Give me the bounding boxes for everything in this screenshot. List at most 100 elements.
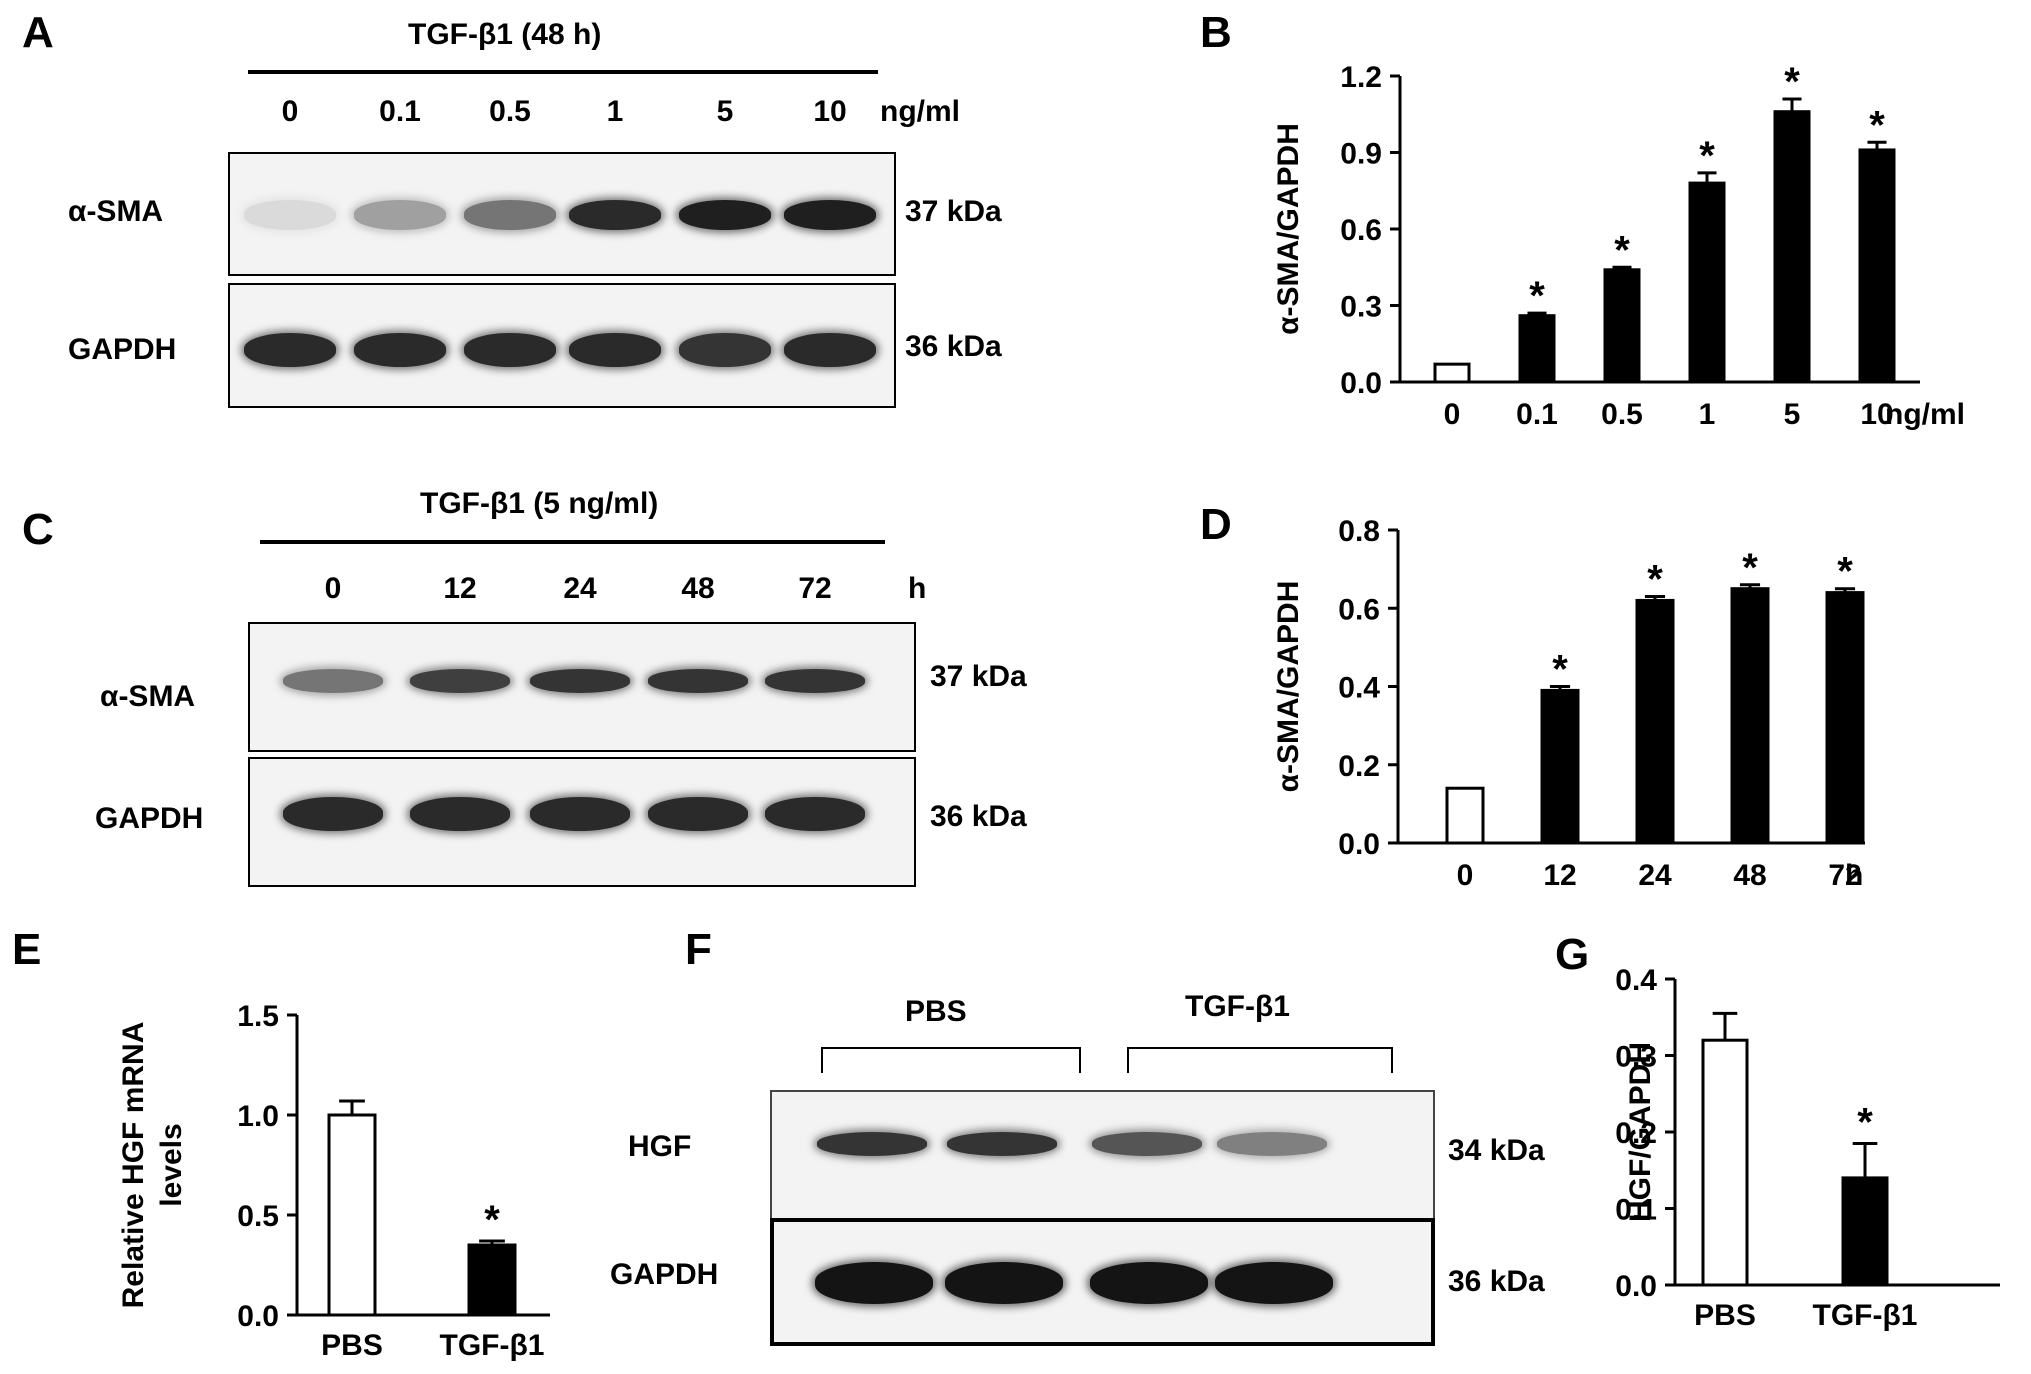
blot-band bbox=[947, 1132, 1057, 1156]
panel-a-gapdh-blot bbox=[228, 283, 896, 408]
x-category-label: 1 bbox=[1699, 398, 1716, 431]
panel-c-treatment-label: TGF-β1 (5 ng/ml) bbox=[420, 487, 659, 520]
panel-f-row2-size: 36 kDa bbox=[1448, 1265, 1545, 1298]
panel-letter-f: F bbox=[685, 925, 712, 974]
panel-f-gapdh-blot bbox=[770, 1218, 1435, 1346]
lane-label: 0 bbox=[281, 95, 299, 128]
x-unit-label: h bbox=[1845, 859, 1863, 892]
y-axis-label: Relative HGF mRNA levels bbox=[117, 1022, 188, 1309]
y-tick-label: 1.2 bbox=[1340, 61, 1382, 94]
x-category-label: PBS bbox=[1694, 1299, 1756, 1332]
blot-band bbox=[244, 200, 336, 230]
blot-band bbox=[464, 200, 556, 230]
panel-a-treatment-label: TGF-β1 (48 h) bbox=[408, 18, 602, 51]
significance-star: * bbox=[1614, 228, 1630, 272]
panel-letter-e: E bbox=[12, 925, 42, 974]
bar bbox=[1701, 1038, 1749, 1287]
bracket-pbs bbox=[821, 1047, 1081, 1073]
blot-band bbox=[530, 797, 630, 831]
panel-a-unit: ng/ml bbox=[880, 95, 960, 128]
x-category-label: TGF-β1 bbox=[440, 1329, 545, 1362]
y-tick-label: 1.5 bbox=[237, 1000, 279, 1033]
y-tick-label: 0.2 bbox=[1615, 1117, 1657, 1150]
y-tick-label: 0.3 bbox=[1615, 1041, 1657, 1074]
blot-band bbox=[1090, 1262, 1208, 1304]
significance-star: * bbox=[1837, 550, 1853, 594]
y-axis-label: α-SMA/GAPDH bbox=[1272, 123, 1305, 335]
blot-band bbox=[410, 669, 510, 693]
panel-a-treatment-bar bbox=[248, 70, 878, 74]
blot-band bbox=[1215, 1262, 1333, 1304]
x-category-label: 5 bbox=[1784, 398, 1801, 431]
panel-d-chart: 0.0 0.2 0.4 0.6 0.8 α-SMA/GAPDH 0 * 12 * 24 * 48 * 72h bbox=[1272, 515, 1865, 892]
significance-star: * bbox=[1647, 558, 1663, 602]
blot-band bbox=[1092, 1132, 1202, 1156]
y-tick-label: 0.5 bbox=[237, 1200, 279, 1233]
panel-c-row2-size: 36 kDa bbox=[930, 800, 1027, 833]
panel-letter-g: G bbox=[1555, 930, 1590, 979]
y-axis-label-line: levels bbox=[155, 1123, 188, 1206]
lane-label: 24 bbox=[563, 572, 597, 605]
blot-band bbox=[648, 669, 748, 693]
significance-star: * bbox=[1869, 103, 1885, 147]
y-tick-label: 0.4 bbox=[1338, 672, 1380, 705]
y-tick-label: 0.9 bbox=[1340, 138, 1382, 171]
y-axis-label: α-SMA/GAPDH bbox=[1272, 581, 1305, 793]
panel-f-row1-label: HGF bbox=[628, 1130, 692, 1163]
y-tick-label: 0.6 bbox=[1340, 214, 1382, 247]
panel-c-row2-label: GAPDH bbox=[95, 802, 204, 835]
blot-band bbox=[784, 333, 876, 367]
panel-letter-d: D bbox=[1200, 500, 1232, 549]
panel-c-gapdh-blot bbox=[248, 757, 916, 887]
x-category-label: 24 bbox=[1638, 859, 1672, 892]
bar bbox=[1445, 786, 1485, 845]
bar bbox=[327, 1113, 377, 1317]
bar bbox=[1841, 1176, 1889, 1287]
bar bbox=[1603, 268, 1641, 384]
x-category-label: 0 bbox=[1444, 398, 1461, 431]
blot-band bbox=[679, 200, 771, 230]
blot-band bbox=[784, 200, 876, 230]
y-axis-label-line: Relative HGF mRNA bbox=[117, 1022, 150, 1309]
y-tick-label: 0.3 bbox=[1340, 291, 1382, 324]
significance-star: * bbox=[1699, 134, 1715, 178]
significance-star: * bbox=[484, 1198, 500, 1242]
significance-star: * bbox=[1784, 60, 1800, 104]
panel-a-row1-label: α-SMA bbox=[68, 195, 164, 228]
panel-letter-a: A bbox=[22, 8, 54, 57]
panel-a-row2-size: 36 kDa bbox=[905, 330, 1002, 363]
blot-band bbox=[569, 333, 661, 367]
blot-band bbox=[530, 669, 630, 693]
y-tick-label: 0.6 bbox=[1338, 593, 1380, 626]
x-category-label: 12 bbox=[1543, 859, 1576, 892]
y-tick-label: 0.0 bbox=[237, 1300, 279, 1333]
bar bbox=[1858, 148, 1896, 384]
panel-c-unit: h bbox=[908, 572, 927, 605]
panel-f-row1-size: 34 kDa bbox=[1448, 1134, 1545, 1167]
bar bbox=[1773, 110, 1811, 384]
blot-band bbox=[354, 200, 446, 230]
significance-star: * bbox=[1529, 274, 1545, 318]
blot-band bbox=[945, 1262, 1063, 1304]
lane-label: 10 bbox=[813, 95, 847, 128]
lane-label: 72 bbox=[798, 572, 832, 605]
y-tick-label: 0.0 bbox=[1615, 1270, 1657, 1303]
y-tick-label: 0.1 bbox=[1615, 1194, 1657, 1227]
panel-f-hgf-blot bbox=[770, 1090, 1435, 1220]
panel-g-chart: 0.0 0.1 0.2 0.3 0.4 HGF/GAPDH PBS * TGF-β1 bbox=[1615, 964, 2000, 1332]
significance-star: * bbox=[1857, 1100, 1873, 1144]
lane-label: 1 bbox=[606, 95, 624, 128]
y-tick-label: 0.2 bbox=[1338, 750, 1380, 783]
y-tick-label: 1.0 bbox=[237, 1100, 279, 1133]
panel-letter-b: B bbox=[1200, 8, 1232, 57]
panel-b-chart: 0.0 0.3 0.6 0.9 1.2 α-SMA/GAPDH 0 * 0.1 * 0.5 * 1 * 5 *… bbox=[1272, 60, 1965, 431]
panel-e-chart: 0.0 0.5 1.0 1.5 Relative HGF mRNA levels PBS * T… bbox=[117, 1000, 550, 1362]
blot-band bbox=[648, 797, 748, 831]
significance-star: * bbox=[1742, 546, 1758, 590]
lane-label: 0 bbox=[324, 572, 342, 605]
blot-band bbox=[410, 797, 510, 831]
bracket-tgf bbox=[1127, 1047, 1393, 1073]
panel-c-row1-label: α-SMA bbox=[100, 680, 196, 713]
y-axis-label: HGF/GAPDH bbox=[1624, 1042, 1657, 1222]
blot-band bbox=[815, 1262, 933, 1304]
